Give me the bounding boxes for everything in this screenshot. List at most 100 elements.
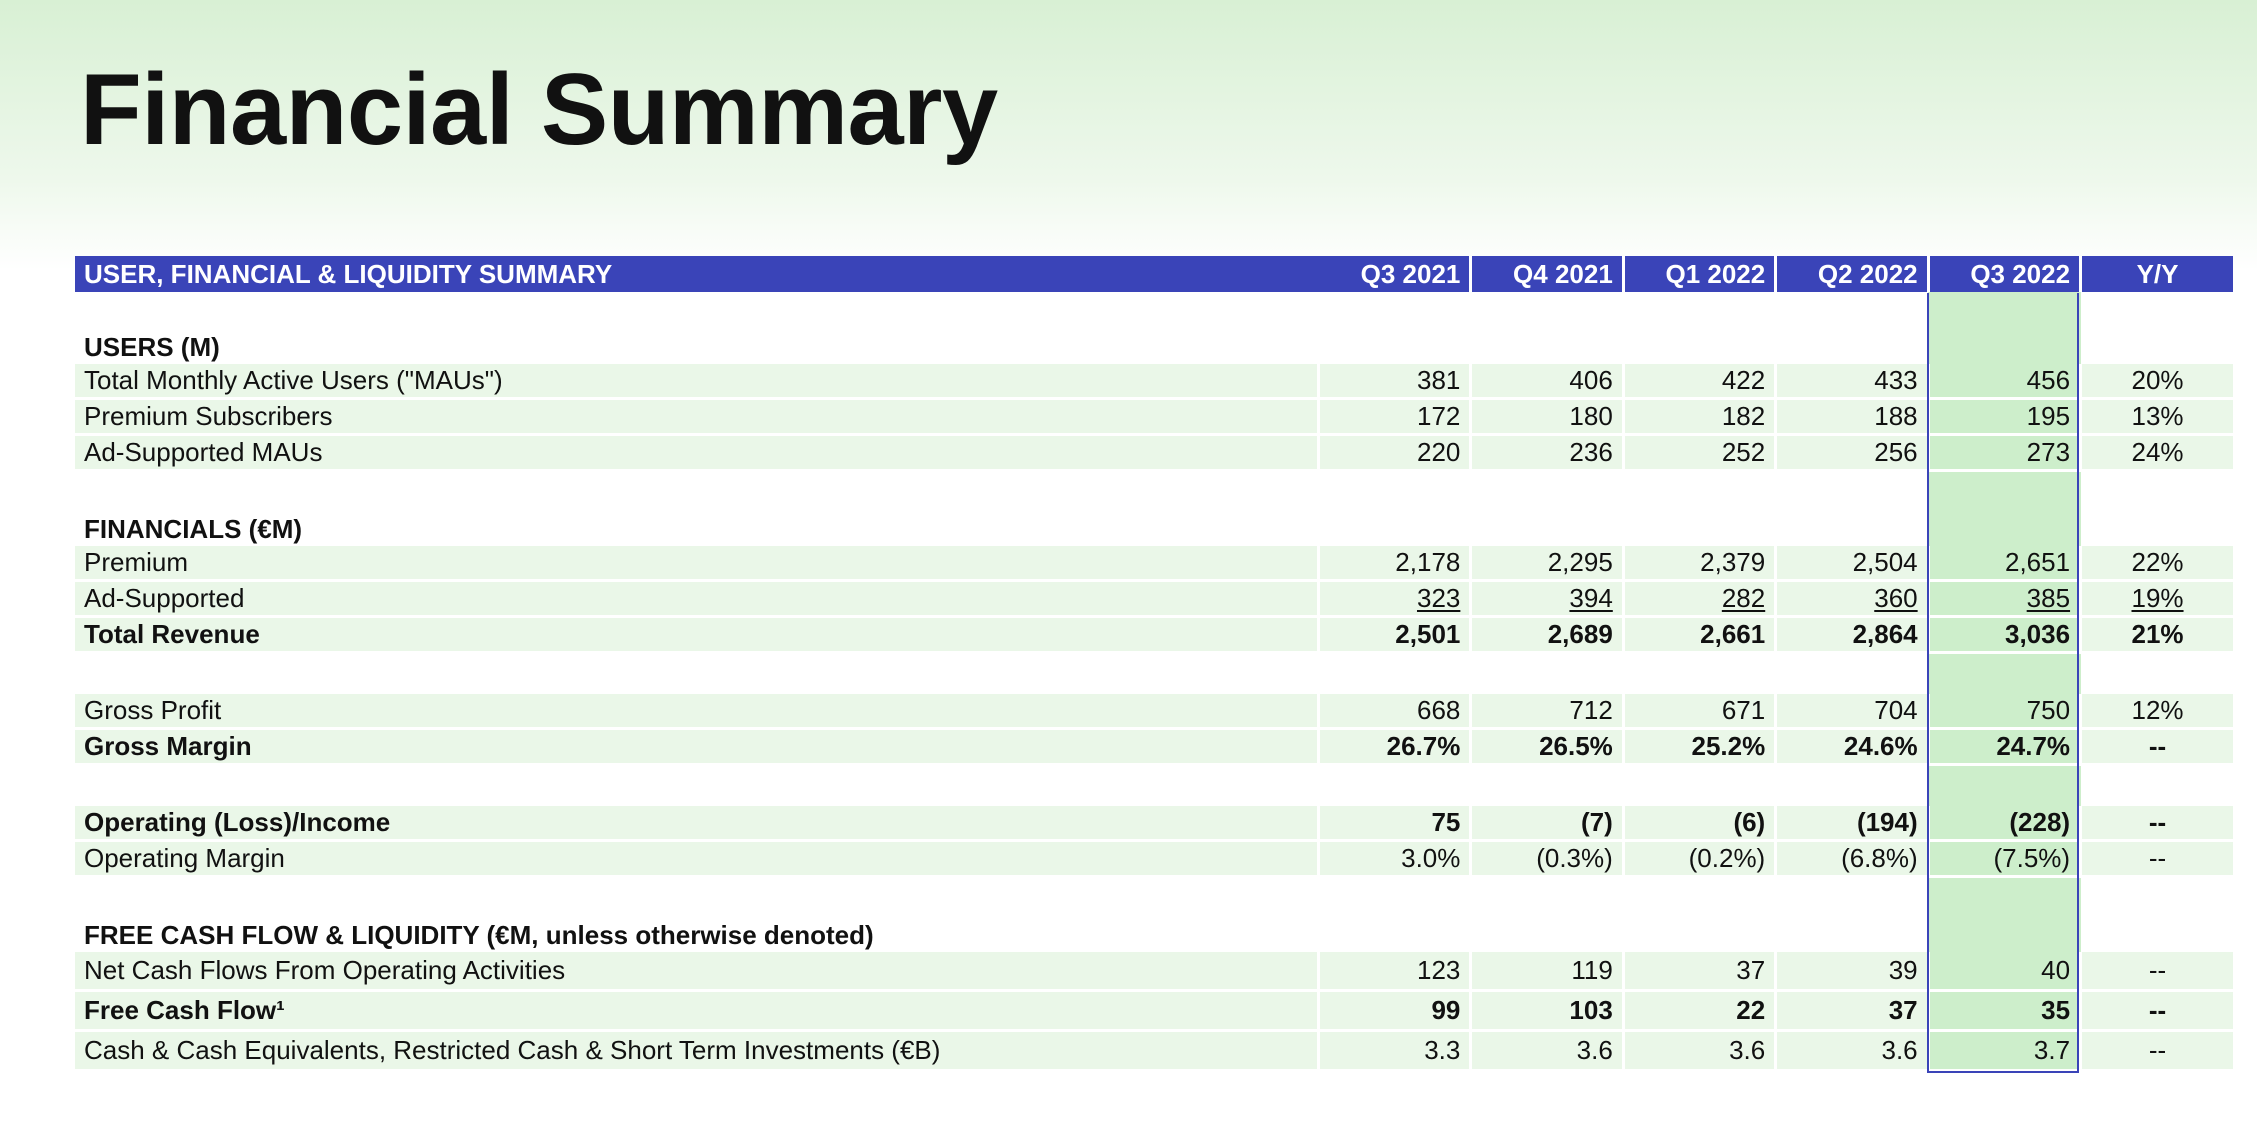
cell-value: (7.5%) (1926, 840, 2081, 878)
cell-value: (0.2%) (1621, 840, 1776, 878)
table-row: Total Revenue 2,501 2,689 2,661 2,864 3,… (75, 616, 2233, 654)
cell-yy: 12% (2079, 694, 2233, 730)
cell-value: 2,864 (1774, 616, 1929, 654)
cell-value: 195 (1926, 398, 2081, 436)
cell-yy: -- (2079, 990, 2233, 1032)
cell-value: 99 (1316, 990, 1471, 1032)
cell-value: 22 (1621, 990, 1776, 1032)
column-header-q4-2021: Q4 2021 (1470, 256, 1625, 292)
cell-value: 35 (1926, 990, 2081, 1032)
table-header-label: USER, FINANCIAL & LIQUIDITY SUMMARY (75, 256, 1319, 292)
table-row: Premium Subscribers 172 180 182 188 195 … (75, 398, 2233, 436)
cell-value: 3.0% (1316, 840, 1471, 878)
cell-value: 704 (1774, 694, 1929, 730)
table-header-row: USER, FINANCIAL & LIQUIDITY SUMMARY Q3 2… (75, 256, 2233, 292)
row-label: Premium Subscribers (75, 398, 1319, 436)
table-row: Premium 2,178 2,295 2,379 2,504 2,651 22… (75, 546, 2233, 582)
cell-yy: 19% (2131, 583, 2184, 613)
cell-value: (228) (1926, 806, 2081, 842)
table-row: Ad-Supported 323 394 282 360 385 19% (75, 580, 2233, 618)
table-row: Net Cash Flows From Operating Activities… (75, 952, 2233, 992)
cell-value: 103 (1469, 990, 1624, 1032)
cell-value: (7) (1469, 806, 1624, 842)
row-label: Ad-Supported MAUs (75, 434, 1319, 472)
cell-value: 26.5% (1469, 728, 1624, 766)
cell-value: 75 (1316, 806, 1471, 842)
cell-value: 2,689 (1469, 616, 1624, 654)
table-row: Operating Margin 3.0% (0.3%) (0.2%) (6.8… (75, 840, 2233, 878)
row-label: Net Cash Flows From Operating Activities (75, 952, 1319, 992)
cell-value: 712 (1469, 694, 1624, 730)
cell-value: 381 (1316, 364, 1471, 400)
section-financials: FINANCIALS (€M) (75, 512, 2233, 546)
cell-value: 37 (1774, 990, 1929, 1032)
row-label: Total Monthly Active Users ("MAUs") (75, 364, 1319, 400)
cell-value: 236 (1469, 434, 1624, 472)
cell-value: 3.6 (1774, 1030, 1929, 1072)
column-header-q2-2022: Q2 2022 (1775, 256, 1930, 292)
cell-value: 2,295 (1469, 546, 1624, 582)
section-free-cash-flow: FREE CASH FLOW & LIQUIDITY (€M, unless o… (75, 918, 2233, 952)
cell-yy: 24% (2079, 434, 2233, 472)
cell-value: 2,504 (1774, 546, 1929, 582)
row-label: Gross Profit (75, 694, 1319, 730)
cell-value: 3.6 (1469, 1030, 1624, 1072)
cell-value: 180 (1469, 398, 1624, 436)
cell-yy: 20% (2079, 364, 2233, 400)
cell-yy: -- (2079, 728, 2233, 766)
cell-value: (6) (1621, 806, 1776, 842)
row-label: Cash & Cash Equivalents, Restricted Cash… (75, 1030, 1319, 1072)
cell-value: 282 (1721, 583, 1766, 613)
cell-value: 2,178 (1316, 546, 1471, 582)
cell-value: 119 (1469, 952, 1624, 992)
cell-value: 24.6% (1774, 728, 1929, 766)
cell-value: 188 (1774, 398, 1929, 436)
cell-yy: -- (2079, 840, 2233, 878)
row-label: Total Revenue (75, 616, 1319, 654)
table-row: Cash & Cash Equivalents, Restricted Cash… (75, 1030, 2233, 1072)
cell-value: 323 (1416, 583, 1461, 613)
section-title: FINANCIALS (€M) (84, 513, 303, 544)
cell-value: 2,379 (1621, 546, 1776, 582)
column-header-q1-2022: Q1 2022 (1623, 256, 1778, 292)
cell-value: 172 (1316, 398, 1471, 436)
table-row: Ad-Supported MAUs 220 236 252 256 273 24… (75, 434, 2233, 472)
cell-value: 668 (1316, 694, 1471, 730)
column-header-q3-2022: Q3 2022 (1928, 256, 2083, 292)
cell-value: 456 (1926, 364, 2081, 400)
cell-value: 37 (1621, 952, 1776, 992)
row-label: Gross Margin (75, 728, 1319, 766)
cell-value: 24.7% (1926, 728, 2081, 766)
cell-value: 433 (1774, 364, 1929, 400)
cell-yy: -- (2079, 806, 2233, 842)
cell-value: 2,501 (1316, 616, 1471, 654)
cell-value: 3.7 (1926, 1030, 2081, 1072)
cell-value: (0.3%) (1469, 840, 1624, 878)
cell-value: 3.6 (1621, 1030, 1776, 1072)
cell-value: 422 (1621, 364, 1776, 400)
row-label: Free Cash Flow¹ (75, 990, 1319, 1032)
cell-value: 385 (2026, 583, 2071, 613)
cell-value: 3,036 (1926, 616, 2081, 654)
cell-value: 26.7% (1316, 728, 1471, 766)
cell-value: 750 (1926, 694, 2081, 730)
cell-value: 360 (1874, 583, 1918, 613)
row-label: Premium (75, 546, 1319, 582)
cell-yy: -- (2079, 952, 2233, 992)
cell-yy: -- (2079, 1030, 2233, 1072)
table-row: Free Cash Flow¹ 99 103 22 37 35 -- (75, 990, 2233, 1032)
cell-value: 182 (1621, 398, 1776, 436)
cell-value: 3.3 (1316, 1030, 1471, 1072)
cell-yy: 22% (2079, 546, 2233, 582)
table-row: Operating (Loss)/Income 75 (7) (6) (194)… (75, 806, 2233, 842)
cell-value: 25.2% (1621, 728, 1776, 766)
table-row: Gross Margin 26.7% 26.5% 25.2% 24.6% 24.… (75, 728, 2233, 766)
cell-value: 123 (1316, 952, 1471, 992)
section-users: USERS (M) (75, 330, 2233, 364)
financial-summary-table: USER, FINANCIAL & LIQUIDITY SUMMARY Q3 2… (75, 256, 2233, 1072)
cell-value: 220 (1316, 434, 1471, 472)
column-header-yy: Y/Y (2080, 256, 2233, 292)
cell-value: (194) (1774, 806, 1929, 842)
cell-value: 2,661 (1621, 616, 1776, 654)
cell-value: 273 (1926, 434, 2081, 472)
